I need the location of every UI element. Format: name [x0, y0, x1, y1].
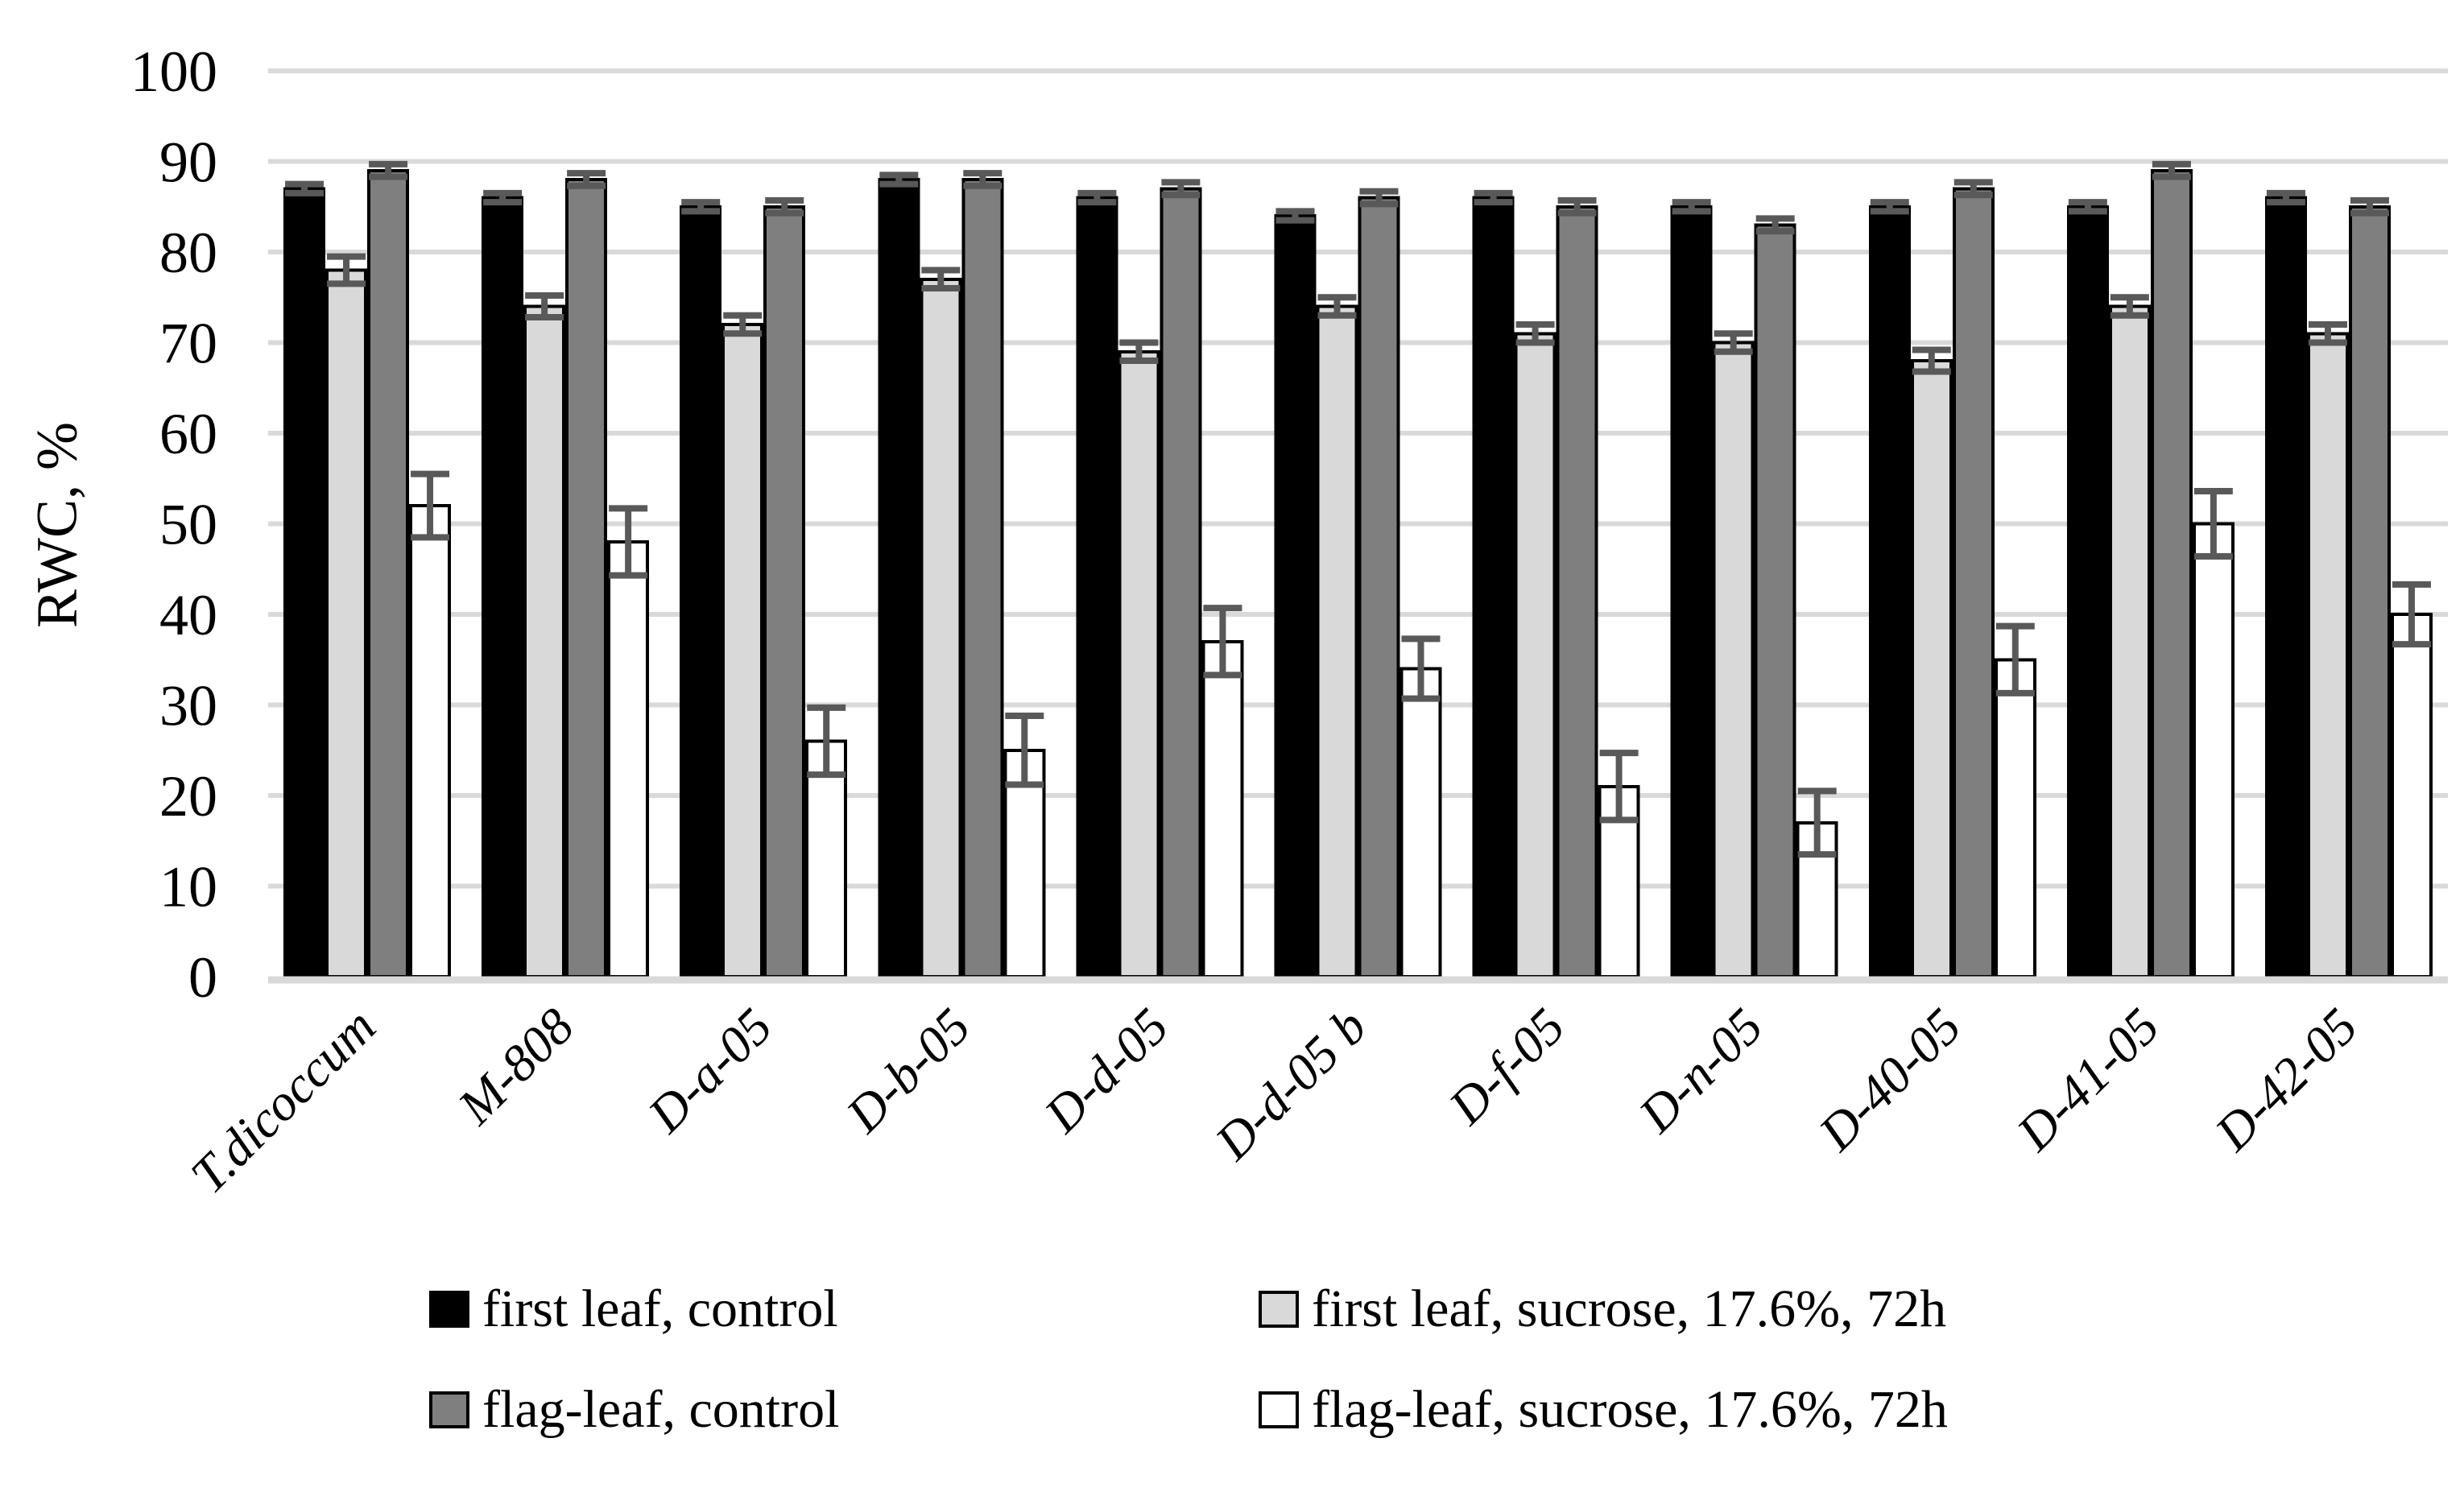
- bar: [1201, 639, 1244, 978]
- bar: [1910, 359, 1953, 978]
- bar: [283, 187, 326, 978]
- bar: [1712, 341, 1755, 978]
- bar: [2108, 304, 2151, 978]
- legend-item: flag-leaf, control: [429, 1375, 1259, 1444]
- bar: [1274, 214, 1317, 978]
- legend-label: first leaf, sucrose, 17.6%, 72h: [1312, 1279, 1947, 1338]
- x-category-label: D-d-05 b: [1204, 998, 1378, 1172]
- bar: [1003, 748, 1046, 978]
- x-category-label: D-b-05: [835, 998, 982, 1144]
- bar: [1868, 205, 1911, 978]
- y-tick-label: 70: [159, 312, 217, 376]
- bar: [1118, 349, 1160, 978]
- bar: [1399, 667, 1442, 978]
- legend-label: flag-leaf, sucrose, 17.6%, 72h: [1312, 1379, 1948, 1439]
- x-category-label: M-808: [446, 998, 585, 1136]
- bar: [1994, 658, 2036, 978]
- x-category-label: D-40-05: [1807, 998, 1971, 1162]
- legend: first leaf, control first leaf, sucrose, …: [429, 1275, 1948, 1444]
- bar: [1160, 187, 1202, 978]
- x-category-label: D-d-05: [1033, 998, 1180, 1144]
- bar: [2264, 196, 2307, 978]
- bar: [2150, 168, 2193, 978]
- x-category-label: D-a-05: [637, 998, 783, 1144]
- y-tick-label: 80: [159, 221, 217, 285]
- y-tick-label: 90: [159, 130, 217, 195]
- bar: [1670, 205, 1713, 978]
- bar: [482, 196, 524, 978]
- bar: [2390, 613, 2433, 978]
- legend-item: first leaf, control: [429, 1275, 1259, 1343]
- bar: [409, 504, 452, 978]
- legend-label: first leaf, control: [482, 1279, 838, 1338]
- legend-swatch-icon: [1259, 1391, 1299, 1428]
- bar: [763, 205, 806, 978]
- bar: [961, 178, 1004, 978]
- bar: [2066, 205, 2109, 978]
- legend-swatch-icon: [1259, 1290, 1299, 1328]
- bar: [1358, 196, 1400, 978]
- bar: [920, 277, 962, 978]
- y-tick-label: 0: [188, 945, 217, 1010]
- bar: [1076, 196, 1118, 978]
- bar: [878, 178, 920, 978]
- bar: [1952, 187, 1995, 978]
- y-tick-label: 10: [159, 855, 217, 920]
- bar: [2306, 332, 2349, 978]
- y-tick-label: 20: [159, 764, 217, 829]
- legend-swatch-icon: [429, 1391, 469, 1428]
- y-tick-label: 40: [159, 583, 217, 647]
- bar: [607, 540, 650, 978]
- bar: [325, 268, 368, 978]
- legend-label: flag-leaf, control: [482, 1379, 840, 1439]
- bar: [523, 304, 566, 978]
- bar: [1754, 223, 1796, 978]
- x-category-label: D-f-05: [1437, 998, 1576, 1136]
- bar: [680, 205, 722, 978]
- legend-swatch-icon: [429, 1290, 469, 1328]
- legend-item: flag-leaf, sucrose, 17.6%, 72h: [1259, 1375, 1948, 1444]
- y-tick-label: 60: [159, 402, 217, 466]
- y-tick-label: 50: [159, 493, 217, 557]
- y-tick-label: 30: [159, 674, 217, 738]
- bar: [1472, 196, 1515, 978]
- bar: [1514, 332, 1557, 978]
- bar: [367, 168, 410, 978]
- bar: [721, 323, 764, 978]
- bar: [565, 178, 608, 978]
- legend-item: first leaf, sucrose, 17.6%, 72h: [1259, 1275, 1948, 1343]
- bar: [2192, 522, 2235, 978]
- y-tick-label: 100: [130, 39, 217, 104]
- bar: [1556, 205, 1598, 978]
- bar: [1316, 304, 1358, 978]
- x-category-label: D-n-05: [1627, 998, 1774, 1144]
- bar: [2348, 205, 2391, 978]
- x-category-label: D-42-05: [2204, 998, 2368, 1162]
- x-category-label: T.dicoccum: [180, 998, 387, 1205]
- x-category-label: D-41-05: [2006, 998, 2170, 1162]
